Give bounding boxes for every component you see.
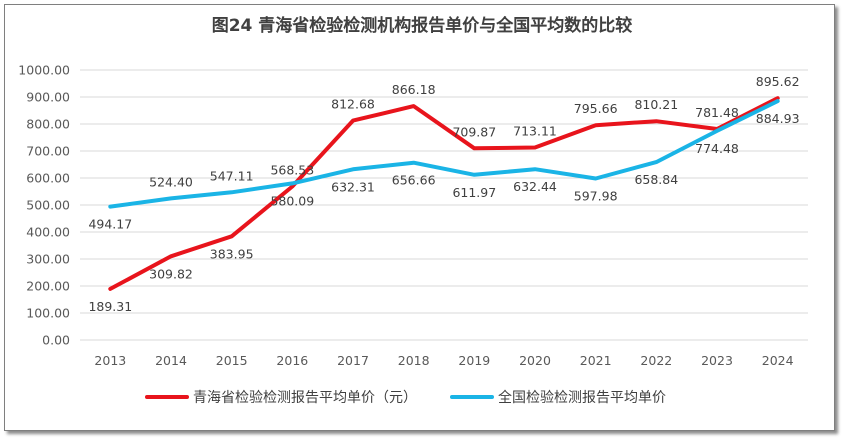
series-line-2 [108,99,780,209]
x-tick-label: 2024 [762,353,794,368]
data-label-series2: 547.11 [210,168,254,183]
x-tick-label: 2021 [580,353,612,368]
data-label-series2: 632.31 [331,179,375,194]
y-tick-label: 300.00 [26,252,70,267]
data-label-series2: 774.48 [695,141,739,156]
data-label-series1: 713.11 [513,123,557,138]
x-tick-label: 2018 [398,353,430,368]
data-label-series2: 580.09 [270,193,314,208]
chart-frame [4,4,835,431]
data-label-series1: 866.18 [392,82,436,97]
data-label-series1: 309.82 [149,266,193,281]
legend-label-2: 全国检验检测报告平均单价 [498,389,666,406]
data-label-series2: 494.17 [88,217,132,232]
y-tick-label: 800.00 [26,117,70,132]
legend-label-1: 青海省检验检测报告平均单价（元） [193,390,417,406]
x-tick-label: 2022 [640,353,672,368]
data-label-series2: 524.40 [149,174,193,189]
data-label-series1: 189.31 [88,299,132,314]
data-label-series2: 884.93 [756,111,800,126]
data-label-series2: 656.66 [392,173,436,188]
y-tick-label: 600.00 [26,171,70,186]
x-tick-label: 2016 [276,353,308,368]
x-tick-label: 2017 [337,353,369,368]
x-tick-label: 2023 [701,353,733,368]
x-tick-label: 2013 [94,353,126,368]
data-label-series2: 611.97 [452,185,496,200]
data-label-series2: 597.98 [574,189,618,204]
y-tick-label: 900.00 [26,90,70,105]
y-tick-label: 700.00 [26,144,70,159]
y-tick-label: 500.00 [26,198,70,213]
y-tick-label: 100.00 [26,306,70,321]
chart-title: 图24 青海省检验检测机构报告单价与全国平均数的比较 [212,15,633,36]
series-line-1 [108,96,780,291]
x-tick-label: 2019 [458,353,490,368]
data-label-series2: 658.84 [634,172,678,187]
y-tick-label: 200.00 [26,279,70,294]
y-tick-label: 1000.00 [18,63,70,78]
data-label-series1: 568.53 [270,162,314,177]
data-label-series2: 632.44 [513,179,557,194]
data-label-series1: 781.48 [695,105,739,120]
x-tick-label: 2020 [519,353,551,368]
y-tick-label: 0.00 [42,333,70,348]
x-tick-label: 2014 [155,353,187,368]
x-tick-label: 2015 [216,353,248,368]
data-label-series1: 709.87 [452,124,496,139]
data-label-series1: 895.62 [756,74,800,89]
data-label-series1: 812.68 [331,97,375,112]
data-label-series1: 383.95 [210,246,254,261]
data-label-series1: 795.66 [574,101,618,116]
y-tick-label: 400.00 [26,225,70,240]
data-label-series1: 810.21 [634,97,678,112]
